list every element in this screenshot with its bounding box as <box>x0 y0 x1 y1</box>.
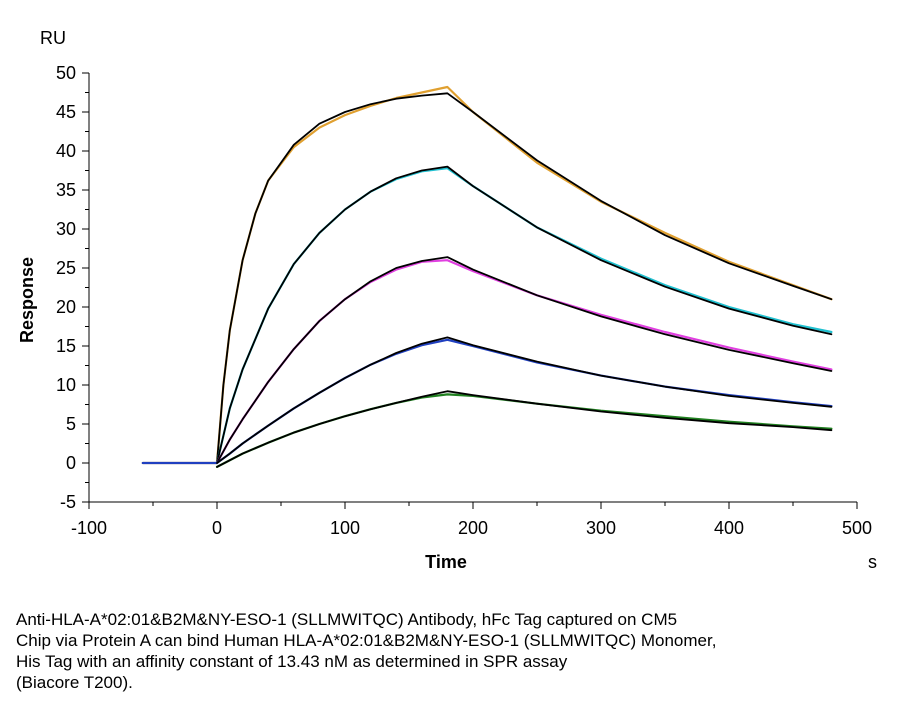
x-tick-label: -100 <box>71 518 107 538</box>
x-unit-label: s <box>868 552 877 572</box>
fit-curve-line <box>216 165 833 464</box>
y-tick-label: -5 <box>60 492 76 512</box>
figure-caption: Anti-HLA-A*02:01&B2M&NY-ESO-1 (SLLMWITQC… <box>16 609 886 693</box>
y-unit-label: RU <box>40 28 66 48</box>
x-tick-label: 200 <box>458 518 488 538</box>
fit-curve-line <box>216 256 833 464</box>
series-layer <box>141 85 833 468</box>
measured-curve-line <box>215 167 833 465</box>
caption-line-1: Anti-HLA-A*02:01&B2M&NY-ESO-1 (SLLMWITQC… <box>16 610 678 629</box>
x-tick-label: 100 <box>330 518 360 538</box>
y-tick-label: 50 <box>56 63 76 83</box>
y-tick-label: 45 <box>56 102 76 122</box>
x-tick-label: 300 <box>586 518 616 538</box>
y-tick-label: 25 <box>56 258 76 278</box>
y-tick-label: 40 <box>56 141 76 161</box>
fit-curve-line <box>216 336 833 464</box>
y-axis-title: Response <box>17 257 37 343</box>
x-axis-title: Time <box>425 552 467 572</box>
caption-line-3: His Tag with an affinity constant of 13.… <box>16 652 568 671</box>
spr-sensorgram-chart: -5 0 5 10 15 20 25 30 35 40 45 50 -100 0 100 200 300 400… <box>17 28 877 572</box>
x-tick-label: 0 <box>212 518 222 538</box>
y-tick-label: 0 <box>66 453 76 473</box>
y-tick-label: 20 <box>56 297 76 317</box>
y-tick-label: 10 <box>56 375 76 395</box>
y-tick-label: 30 <box>56 219 76 239</box>
axes-layer <box>88 73 857 503</box>
fit-curve-line <box>216 390 833 468</box>
y-tick-label: 5 <box>66 414 76 434</box>
x-tick-label: 500 <box>842 518 872 538</box>
y-tick-label: 15 <box>56 336 76 356</box>
caption-line-2: Chip via Protein A can bind Human HLA-A*… <box>16 631 717 650</box>
caption-line-4: (Biacore T200). <box>16 673 133 692</box>
x-ticks: -100 0 100 200 300 400 500 <box>71 502 872 538</box>
y-tick-label: 35 <box>56 180 76 200</box>
x-tick-label: 400 <box>714 518 744 538</box>
measured-curve-line <box>215 393 833 468</box>
y-ticks: -5 0 5 10 15 20 25 30 35 40 45 50 <box>56 63 89 512</box>
fit-curve-line <box>141 92 833 464</box>
